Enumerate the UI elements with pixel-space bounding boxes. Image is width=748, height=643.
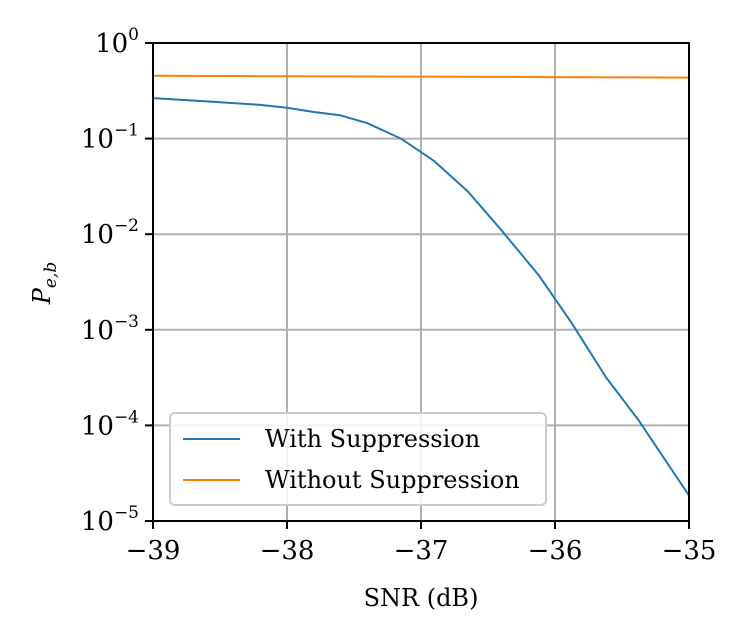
x-axis-label: SNR (dB)	[364, 584, 479, 612]
x-tick-label: −35	[662, 536, 717, 566]
series-line-0	[152, 97, 690, 497]
x-tick-label: −36	[528, 536, 583, 566]
y-axis-label: Pe,b	[28, 262, 61, 306]
x-tick-label: −38	[260, 536, 315, 566]
plot-frame	[152, 42, 690, 522]
legend-label-without-suppression: Without Suppression	[265, 466, 520, 494]
legend-label-with-suppression: With Suppression	[265, 425, 480, 453]
y-tick-label: 10−5	[81, 503, 139, 537]
series-line-1	[152, 74, 690, 79]
y-axis-label-main: P	[28, 287, 56, 305]
y-tick-label: 10−3	[81, 312, 139, 346]
y-tick-label: 10−1	[81, 121, 139, 155]
legend: With Suppression Without Suppression	[169, 412, 547, 506]
x-axis-ticks: −39 −38 −37 −36 −35	[126, 521, 717, 566]
y-tick-label: 100	[95, 25, 139, 59]
legend-box	[169, 412, 547, 506]
y-axis-ticks: 10−5 10−4 10−3 10−2 10−1 100	[81, 25, 153, 537]
x-tick-label: −39	[126, 536, 181, 566]
y-axis-label-subscript: e,b	[41, 262, 61, 288]
series-lines	[152, 74, 690, 497]
y-tick-label: 10−2	[81, 216, 139, 250]
x-tick-label: −37	[394, 536, 449, 566]
y-tick-label: 10−4	[81, 407, 139, 441]
